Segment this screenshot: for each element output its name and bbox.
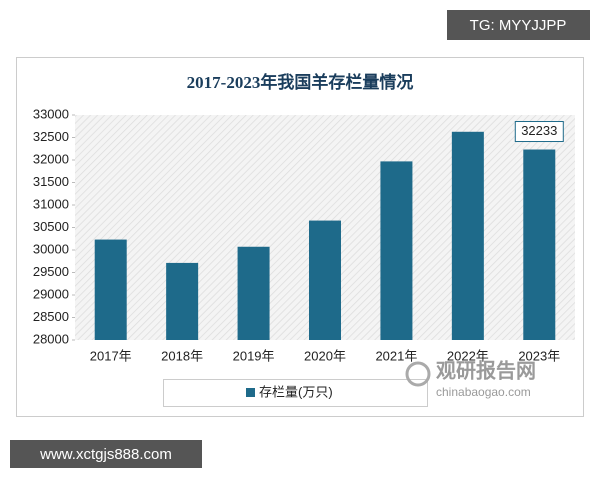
- bar: [380, 161, 413, 340]
- y-tick-label: 29500: [33, 264, 69, 279]
- watermark-box: [10, 440, 202, 468]
- legend-swatch: [246, 388, 255, 397]
- x-tick-label: 2019年: [233, 348, 275, 363]
- x-tick-label: 2023年: [518, 348, 560, 363]
- x-tick-label: 2022年: [447, 348, 489, 363]
- logo-icon: [405, 361, 431, 387]
- x-tick-label: 2017年: [90, 348, 132, 363]
- watermark-box: [447, 10, 590, 40]
- x-tick-label: 2021年: [375, 348, 417, 363]
- x-tick-label: 2020年: [304, 348, 346, 363]
- data-label: 32233: [521, 123, 557, 138]
- bar: [309, 220, 341, 340]
- logo-en: chinabaogao.com: [436, 385, 531, 399]
- logo-cn: 观研报告网: [436, 358, 536, 382]
- legend: [163, 379, 428, 407]
- bar: [237, 246, 270, 340]
- y-tick-label: 28500: [33, 309, 69, 324]
- chart-title: 2017-2023年我国羊存栏量情况: [187, 72, 414, 92]
- legend-label: 存栏量(万只): [259, 384, 333, 399]
- y-tick-label: 30000: [33, 241, 69, 256]
- bar: [166, 262, 199, 340]
- x-tick-label: 2018年: [161, 348, 203, 363]
- bar: [94, 239, 127, 340]
- y-tick-label: 33000: [33, 106, 69, 121]
- watermark-bottom: www.xctgjs888.com: [39, 446, 172, 463]
- bar: [451, 131, 484, 340]
- y-tick-label: 32500: [33, 129, 69, 144]
- y-tick-label: 29000: [33, 286, 69, 301]
- y-tick-label: 32000: [33, 151, 69, 166]
- y-tick-label: 31500: [33, 174, 69, 189]
- y-tick-label: 31000: [33, 196, 69, 211]
- watermark-top: TG: MYYJJPP: [470, 17, 567, 34]
- y-tick-label: 30500: [33, 219, 69, 234]
- bar: [523, 149, 556, 340]
- y-tick-label: 28000: [33, 331, 69, 346]
- data-label-box: [514, 121, 564, 143]
